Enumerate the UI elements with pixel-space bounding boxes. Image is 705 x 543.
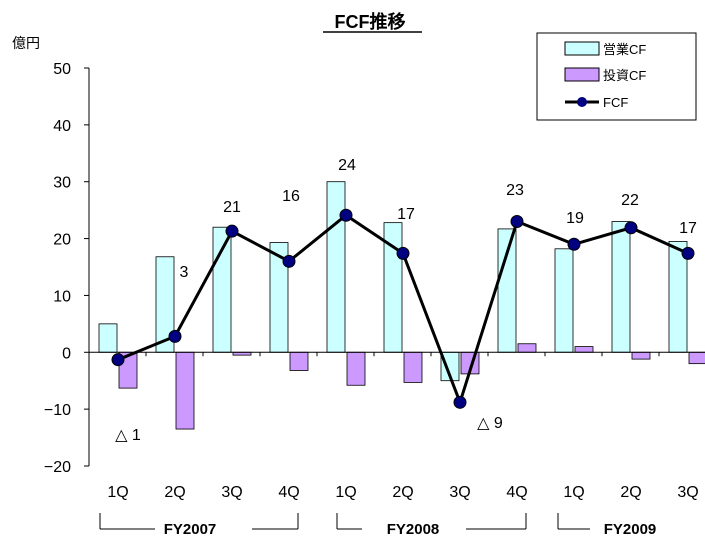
bar-operating-cf bbox=[554, 248, 574, 353]
bar-operating-cf bbox=[611, 221, 631, 353]
data-label: 21 bbox=[223, 199, 241, 216]
y-tick-label: 10 bbox=[53, 288, 71, 305]
data-label: 24 bbox=[338, 157, 356, 174]
fcf-point bbox=[453, 395, 467, 409]
bar-investing-cf bbox=[289, 351, 309, 371]
bar-investing-cf bbox=[175, 351, 195, 430]
data-label: △ 1 bbox=[115, 427, 141, 444]
bar-operating-cf bbox=[98, 323, 118, 353]
fcf-point bbox=[681, 246, 695, 260]
bar-investing-cf bbox=[688, 351, 705, 365]
data-label: 17 bbox=[397, 206, 415, 223]
data-label: 16 bbox=[282, 188, 300, 205]
x-axis: 1Q 2Q 3Q 4Q 1Q 2Q 3Q 4Q 1Q 2Q 3Q bbox=[107, 484, 698, 501]
bar-investing-cf bbox=[631, 351, 651, 360]
x-tick-label: 2Q bbox=[164, 484, 185, 501]
x-tick-label: 3Q bbox=[221, 484, 242, 501]
group-label: FY2007 bbox=[164, 521, 217, 538]
fcf-point bbox=[225, 224, 239, 238]
bar-investing-cf bbox=[517, 343, 537, 353]
y-tick-label: 40 bbox=[53, 118, 71, 135]
legend-marker-fcf bbox=[577, 97, 587, 107]
x-tick-label: 3Q bbox=[677, 484, 698, 501]
legend-label-fcf: FCF bbox=[603, 95, 628, 110]
x-tick-label: 2Q bbox=[392, 484, 413, 501]
x-tick-label: 1Q bbox=[107, 484, 128, 501]
x-tick-label: 4Q bbox=[278, 484, 299, 501]
bar-operating-cf bbox=[326, 181, 346, 353]
group-label: FY2008 bbox=[387, 521, 440, 538]
fcf-point bbox=[168, 329, 182, 343]
x-tick-label: 1Q bbox=[563, 484, 584, 501]
legend-swatch-investing-cf bbox=[564, 67, 600, 82]
x-tick-label: 1Q bbox=[335, 484, 356, 501]
group-label: FY2009 bbox=[604, 521, 657, 538]
x-tick-label: 4Q bbox=[506, 484, 527, 501]
bar-operating-cf bbox=[212, 226, 232, 353]
fcf-point bbox=[396, 246, 410, 260]
data-label: 19 bbox=[566, 210, 584, 227]
legend-label-investing-cf: 投資CF bbox=[603, 68, 646, 83]
legend-label-operating-cf: 営業CF bbox=[603, 42, 646, 57]
legend: 営業CF 投資CF FCF bbox=[536, 32, 697, 121]
fcf-series bbox=[111, 208, 695, 409]
fcf-point bbox=[624, 221, 638, 235]
fcf-point bbox=[282, 254, 296, 268]
fiscal-year-groups: FY2007 FY2008 FY2009 bbox=[99, 513, 657, 538]
data-label: 23 bbox=[506, 182, 524, 199]
data-label: 3 bbox=[180, 264, 189, 281]
y-axis-unit: 億円 bbox=[12, 35, 40, 51]
y-tick-label: −10 bbox=[44, 402, 71, 419]
y-tick-label: 0 bbox=[62, 345, 71, 362]
x-tick-label: 2Q bbox=[620, 484, 641, 501]
fcf-point bbox=[510, 215, 524, 229]
y-tick-label: 50 bbox=[53, 61, 71, 78]
x-tick-label: 3Q bbox=[449, 484, 470, 501]
fcf-line bbox=[117, 213, 689, 407]
fcf-point bbox=[339, 208, 353, 222]
y-tick-label: 20 bbox=[53, 232, 71, 249]
chart-title: FCF推移 bbox=[335, 11, 406, 32]
bar-operating-cf bbox=[497, 228, 517, 353]
y-tick-label: 30 bbox=[53, 175, 71, 192]
bar-investing-cf bbox=[403, 351, 423, 383]
zero-axis bbox=[88, 351, 705, 357]
data-label: 17 bbox=[679, 220, 697, 237]
y-tick-label: −20 bbox=[44, 459, 71, 476]
fcf-point bbox=[111, 353, 125, 367]
data-label: 22 bbox=[621, 192, 639, 209]
y-axis: −20 −10 0 10 20 30 40 50 bbox=[44, 61, 90, 476]
bar-investing-cf bbox=[574, 346, 594, 353]
legend-box bbox=[536, 32, 697, 121]
bar-investing-cf bbox=[346, 351, 366, 386]
data-label: △ 9 bbox=[477, 415, 503, 432]
fcf-point bbox=[567, 237, 581, 251]
legend-swatch-operating-cf bbox=[564, 41, 600, 56]
data-labels: △ 1 3 21 16 24 17 △ 9 23 19 22 17 bbox=[115, 157, 697, 444]
